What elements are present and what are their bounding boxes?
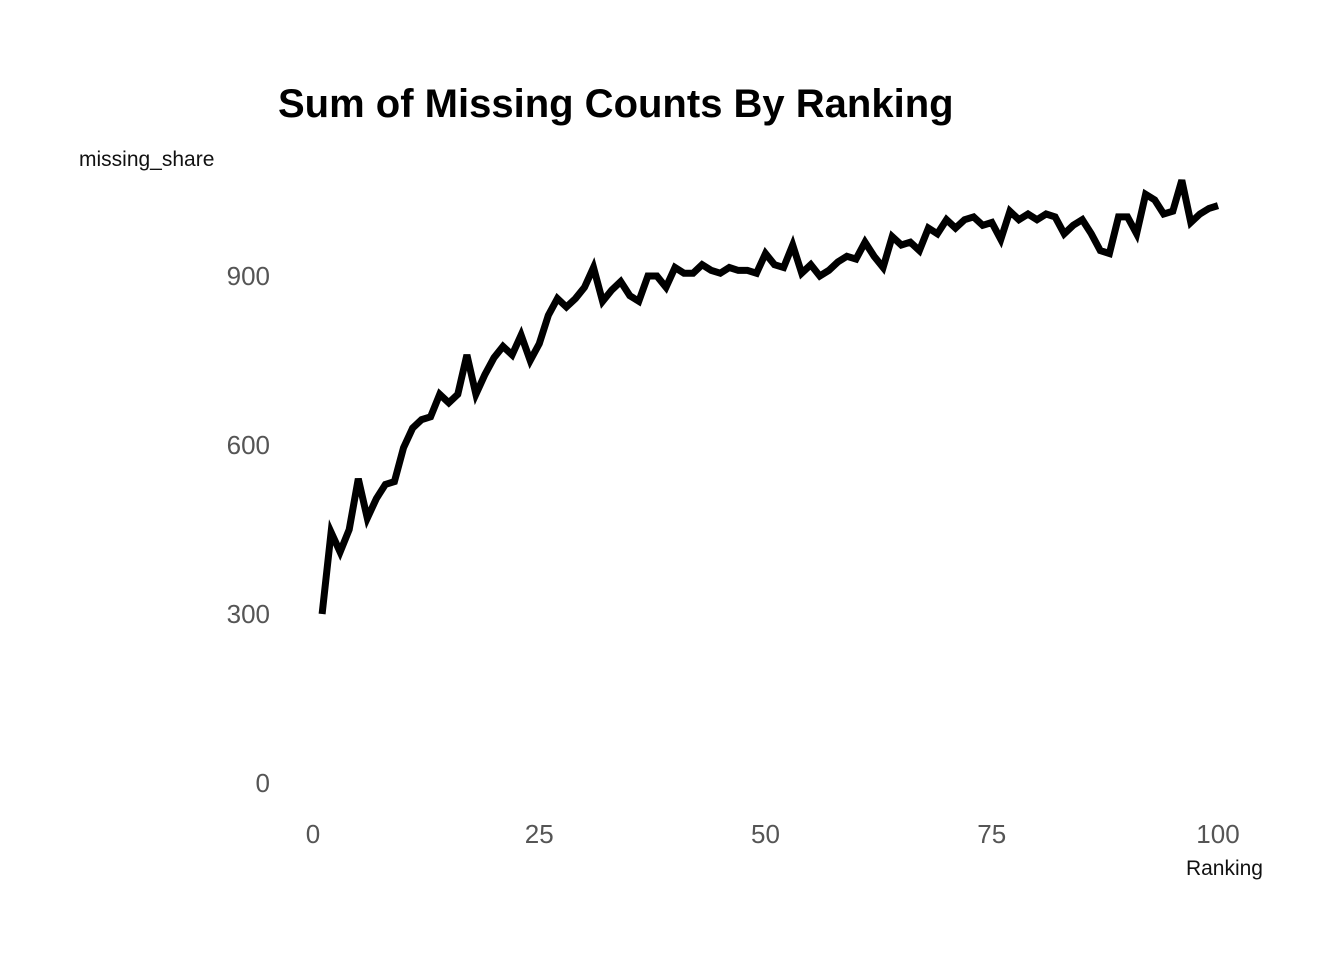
- y-tick-label: 900: [227, 261, 270, 291]
- y-axis-title: missing_share: [79, 148, 214, 171]
- y-axis-ticks: 0 300 600 900: [227, 261, 270, 798]
- x-tick-label: 75: [977, 819, 1006, 849]
- chart-title: Sum of Missing Counts By Ranking: [278, 82, 954, 126]
- y-tick-label: 0: [256, 768, 270, 798]
- x-tick-label: 100: [1196, 819, 1239, 849]
- x-tick-label: 0: [306, 819, 320, 849]
- series-line-0: [318, 179, 1220, 615]
- series-layer: [318, 179, 1220, 615]
- x-axis-title: Ranking: [1186, 857, 1263, 880]
- y-tick-label: 300: [227, 599, 270, 629]
- x-axis-ticks: 0 25 50 75 100: [306, 819, 1240, 849]
- x-tick-label: 50: [751, 819, 780, 849]
- y-tick-label: 600: [227, 430, 270, 460]
- x-tick-label: 25: [525, 819, 554, 849]
